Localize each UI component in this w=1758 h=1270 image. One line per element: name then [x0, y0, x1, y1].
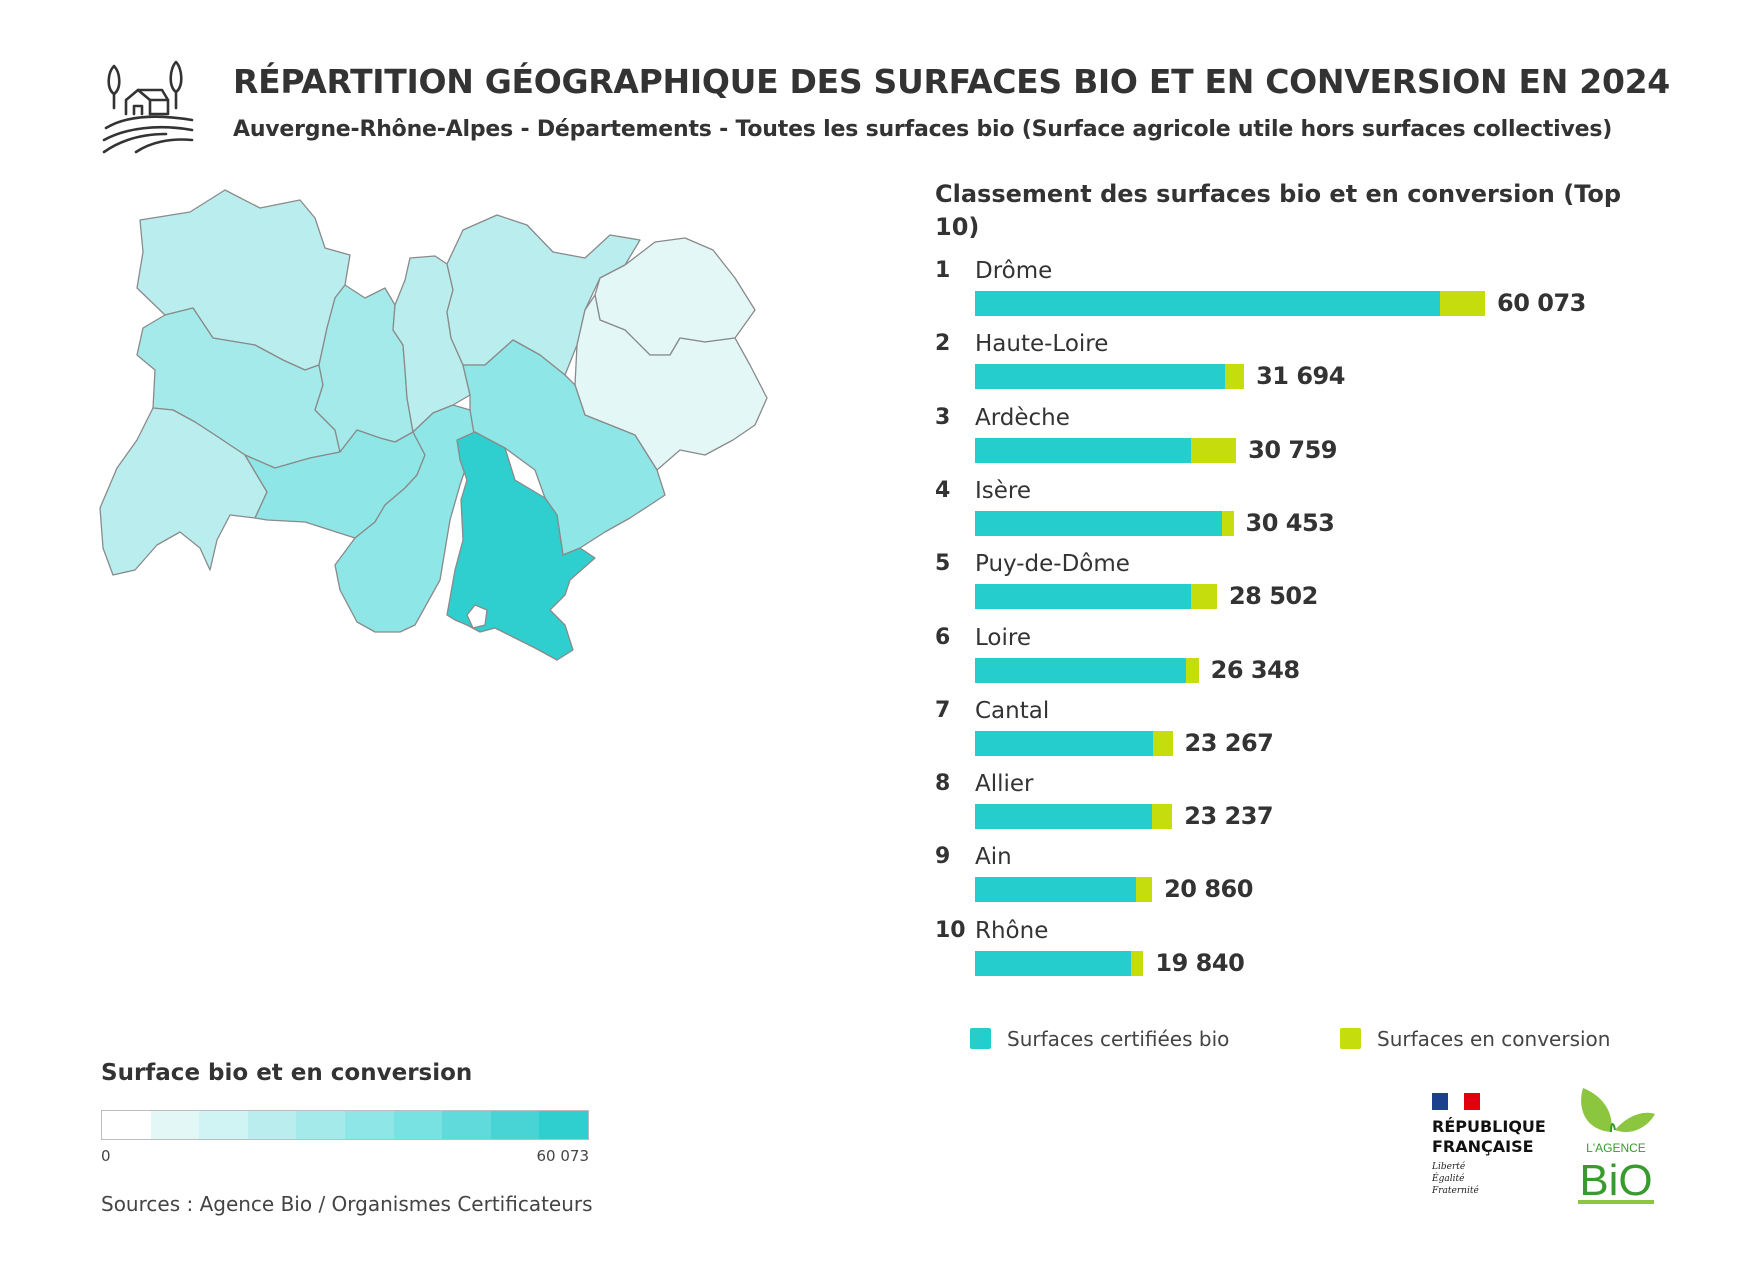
color-scale-min-label: 0	[101, 1147, 111, 1165]
bar-conversion	[1225, 364, 1245, 390]
department-name: Haute-Loire	[975, 331, 1109, 358]
rank-number: 4	[935, 477, 951, 503]
ranking-row: 8 Allier 23 237	[935, 771, 1735, 845]
department-name: Ain	[975, 844, 1012, 871]
bar-bio	[975, 510, 1223, 536]
ranking-row: 6 Loire 26 348	[935, 625, 1735, 699]
bar-total-label: 60 073	[1497, 289, 1586, 317]
department-ardeche[interactable]: Ardèche	[334, 404, 476, 633]
bar-total-label: 20 860	[1164, 875, 1253, 904]
bar-total-label: 23 267	[1184, 728, 1274, 757]
color-scale-max-label: 60 073	[536, 1147, 590, 1165]
republique-francaise-logo: RÉPUBLIQUE FRANÇAISE Liberté Égalité Fra…	[1432, 1093, 1562, 1203]
sources-note: Sources : Agence Bio / Organismes Certif…	[101, 1192, 593, 1216]
color-scale-step	[199, 1111, 248, 1139]
bar-bio	[975, 804, 1152, 830]
department-name: Cantal	[975, 697, 1050, 724]
rank-number: 10	[935, 917, 966, 943]
department-name: Puy-de-Dôme	[975, 551, 1130, 578]
color-scale-step	[539, 1111, 588, 1139]
ranking-bar-chart: 1 Drôme 60 073 2 Haute-Loire 31 694 3 Ardèche 30…	[935, 0, 1735, 1000]
legend-swatch-conversion	[1340, 1028, 1361, 1049]
color-scale-step	[442, 1111, 491, 1139]
farm-landscape-icon	[102, 60, 194, 154]
bar-total-label: 30 453	[1245, 508, 1335, 537]
color-scale-step	[393, 1111, 443, 1139]
bar-conversion	[1222, 510, 1234, 536]
color-scale-step	[102, 1111, 151, 1139]
department-name: Ardèche	[975, 404, 1070, 431]
rf-motto: Liberté Égalité Fraternité	[1432, 1162, 1479, 1196]
ranking-row: 1 Drôme 60 073	[935, 258, 1735, 332]
legend-label-conversion: Surfaces en conversion	[1377, 1027, 1611, 1051]
chart-title: RÉPARTITION GÉOGRAPHIQUE DES SURFACES BI…	[233, 62, 1670, 101]
department-name: Allier	[975, 771, 1034, 798]
ranking-row: 10 Rhône 19 840	[935, 918, 1735, 992]
department-name: Rhône	[975, 917, 1049, 944]
department-name: Isère	[975, 477, 1032, 504]
bar-bio	[975, 877, 1137, 903]
agence-bio-logo: L'AGENCE BiO	[1578, 1088, 1655, 1205]
bar-bio	[975, 437, 1191, 463]
rank-number: 6	[935, 624, 951, 650]
bar-total-label: 23 237	[1184, 802, 1274, 831]
ranking-row: 9 Ain 20 860	[935, 844, 1735, 918]
svg-text:BiO: BiO	[1579, 1156, 1652, 1205]
department-cantal[interactable]: Cantal	[99, 407, 268, 576]
rank-number: 7	[935, 697, 951, 723]
bar-conversion	[1190, 437, 1237, 463]
color-scale-title: Surface bio et en conversion	[101, 1060, 473, 1086]
bar-total-label: 28 502	[1228, 582, 1318, 611]
bar-conversion	[1440, 291, 1485, 316]
bar-total-label: 31 694	[1256, 362, 1345, 391]
bar-total-label: 26 348	[1210, 655, 1300, 684]
bar-bio	[975, 364, 1226, 390]
bar-conversion	[1153, 730, 1173, 756]
color-scale-step	[490, 1111, 540, 1139]
bar-bio	[975, 730, 1154, 756]
legend-label-bio: Surfaces certifiées bio	[1007, 1027, 1230, 1051]
department-drome[interactable]: Drôme	[446, 431, 596, 661]
ranking-row: 4 Isère 30 453	[935, 478, 1735, 552]
ranking-title: Classement des surfaces bio et en conver…	[935, 180, 1622, 241]
color-scale-step	[344, 1111, 394, 1139]
rank-number: 2	[935, 331, 951, 357]
color-scale-step	[150, 1111, 200, 1139]
bar-conversion	[1185, 657, 1199, 683]
bar-total-label: 19 840	[1155, 948, 1245, 977]
ranking-row: 2 Haute-Loire 31 694	[935, 331, 1735, 405]
department-map: Allier Puy-de-Dôme Loire Rhône Ain Haute…	[99, 189, 768, 661]
ranking-row: 5 Puy-de-Dôme 28 502	[935, 551, 1735, 625]
bar-bio	[975, 584, 1192, 610]
bar-conversion	[1151, 804, 1173, 830]
department-name: Drôme	[975, 258, 1053, 284]
french-flag-icon	[1432, 1093, 1480, 1110]
rf-logo-text: RÉPUBLIQUE FRANÇAISE	[1432, 1117, 1546, 1156]
drome-enclave-hole	[466, 604, 488, 629]
rank-number: 9	[935, 844, 951, 870]
bar-bio	[975, 291, 1441, 316]
rank-number: 8	[935, 771, 951, 797]
ranking-row: 7 Cantal 23 267	[935, 698, 1735, 772]
chart-subtitle: Auvergne-Rhône-Alpes - Départements - To…	[233, 117, 1613, 142]
bar-total-label: 30 759	[1248, 435, 1337, 464]
color-scale-bar	[101, 1110, 589, 1140]
rank-number: 5	[935, 551, 951, 577]
legend-swatch-bio	[970, 1028, 991, 1049]
color-scale-step	[296, 1111, 345, 1139]
color-scale-step	[247, 1111, 297, 1139]
svg-text:L'AGENCE: L'AGENCE	[1586, 1141, 1646, 1155]
rank-number: 3	[935, 404, 951, 430]
bar-conversion	[1191, 584, 1217, 610]
bar-conversion	[1131, 950, 1144, 976]
department-name: Loire	[975, 624, 1031, 651]
ranking-row: 3 Ardèche 30 759	[935, 405, 1735, 479]
bar-bio	[975, 950, 1132, 976]
bar-conversion	[1136, 877, 1153, 903]
rank-number: 1	[935, 258, 951, 283]
bar-bio	[975, 657, 1186, 683]
